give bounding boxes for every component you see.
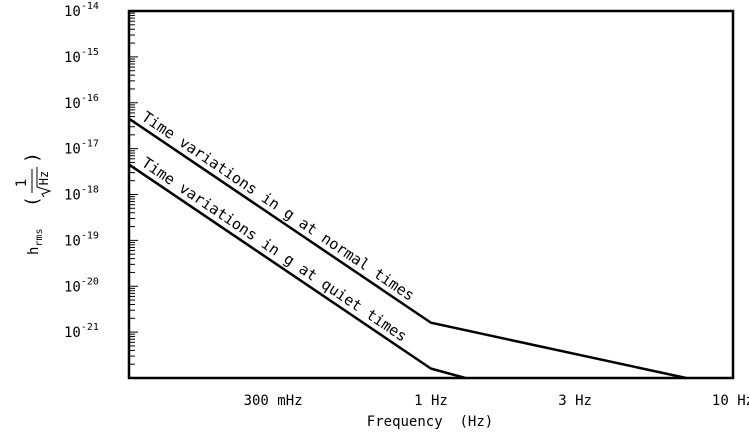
y-tick-label: 10-16 — [64, 93, 99, 112]
x-tick-labels: 300 mHz 1 Hz 3 Hz 10 Hz — [244, 393, 749, 409]
y-axis-unit-close-paren: ) — [22, 152, 43, 163]
y-minor-ticks — [129, 12, 138, 379]
series-line-normal — [128, 117, 687, 380]
x-tick-label: 3 Hz — [558, 393, 592, 409]
plot-frame — [127, 9, 735, 380]
y-axis-unit-open-paren: ( — [22, 196, 43, 207]
series-line-quiet — [128, 163, 466, 380]
x-tick-label: 300 mHz — [244, 393, 303, 409]
y-axis-unit-denominator: Hz — [37, 171, 51, 185]
y-axis-unit-numerator: 1 — [14, 179, 30, 187]
series-label-quiet: Time variations in g at quiet times — [138, 154, 410, 346]
series-label-normal: Time variations in g at normal times — [138, 108, 417, 305]
x-tick-label: 10 Hz — [712, 393, 749, 409]
y-axis-label: hrms ( 1 Hz ) — [14, 152, 52, 256]
y-tick-label: 10-17 — [64, 139, 99, 158]
y-tick-label: 10-21 — [64, 322, 99, 341]
y-tick-label: 10-20 — [64, 276, 99, 295]
x-tick-label: 1 Hz — [414, 393, 448, 409]
y-tick-label: 10-19 — [64, 230, 99, 249]
y-axis-label-main: h — [26, 247, 42, 255]
y-axis-label-sub: rms — [34, 229, 45, 247]
series-layer: Time variations in g at normal timesTime… — [128, 108, 687, 380]
x-axis-label: Frequency (Hz) — [367, 414, 493, 430]
svg-text:hrms: hrms — [26, 229, 45, 256]
y-tick-label: 10-14 — [64, 1, 99, 20]
y-tick-label: 10-18 — [64, 185, 99, 204]
y-axis-unit-sqrt-sign — [36, 167, 52, 198]
y-tick-label: 10-15 — [64, 47, 99, 66]
y-tick-labels: 10-14 10-15 10-16 10-17 10-18 10-19 10-20 10-21 — [64, 1, 99, 341]
